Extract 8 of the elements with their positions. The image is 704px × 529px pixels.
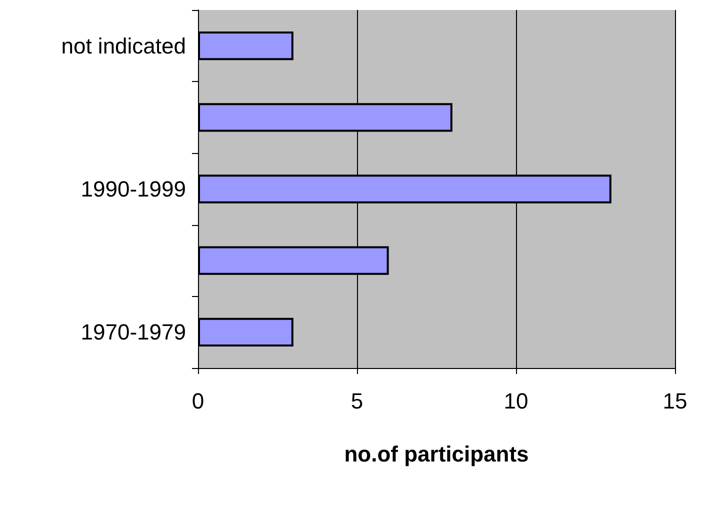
x-tick-label: 15 <box>662 388 688 414</box>
x-tick-label: 10 <box>504 388 528 414</box>
y-tick-label: 1990-1999 <box>80 176 186 202</box>
x-tick-label: 0 <box>192 388 204 414</box>
y-tick-label: not indicated <box>61 33 186 58</box>
y-tick-label: 1970-1979 <box>80 320 186 345</box>
x-axis-title: no.of participants <box>344 442 529 466</box>
x-tick-label: 5 <box>350 388 364 414</box>
